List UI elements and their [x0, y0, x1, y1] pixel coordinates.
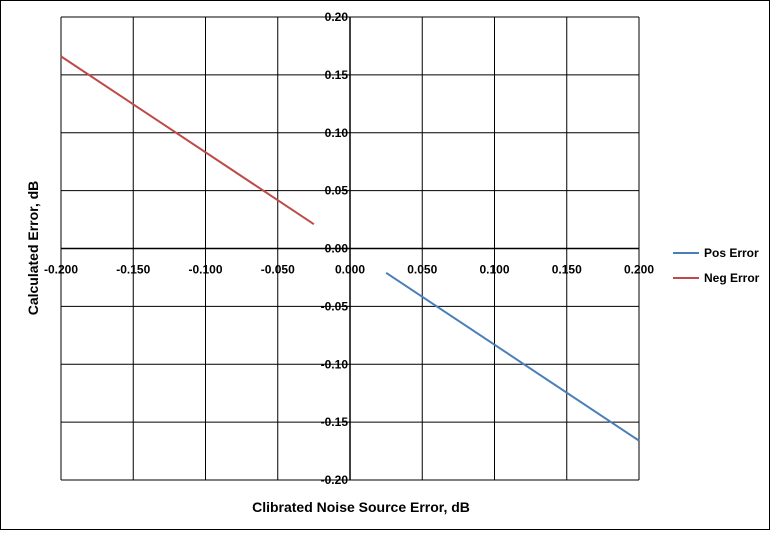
chart-axes [61, 17, 639, 480]
x-tick-label: -0.200 [44, 263, 78, 277]
y-tick-label: 0.05 [325, 184, 349, 198]
x-tick-label: -0.150 [116, 263, 150, 277]
y-tick-label: 0.10 [325, 126, 349, 140]
y-tick-label: -0.10 [321, 357, 349, 371]
x-tick-label: 0.000 [335, 263, 365, 277]
y-tick-label: -0.15 [321, 415, 349, 429]
y-tick-label: 0.00 [325, 242, 349, 256]
x-axis-label: Clibrated Noise Source Error, dB [252, 499, 470, 515]
series-line-neg-error [60, 55, 315, 226]
y-tick-label: 0.20 [325, 10, 349, 24]
legend-label-neg-error: Neg Error [704, 271, 760, 285]
chart-series [60, 55, 640, 442]
x-tick-label: 0.050 [407, 263, 437, 277]
x-tick-label: 0.100 [479, 263, 509, 277]
y-axis-label: Calculated Error, dB [25, 181, 41, 316]
y-tick-label: 0.15 [325, 68, 349, 82]
series-line-pos-error [385, 271, 640, 442]
x-tick-label: -0.050 [261, 263, 295, 277]
y-tick-label: -0.20 [321, 473, 349, 487]
y-tick-label: -0.05 [321, 299, 349, 313]
chart-tick-labels: -0.200 -0.150 -0.100 -0.050 0.000 0.050 0.100 0… [44, 10, 654, 487]
chart-legend: Pos Error Neg Error [673, 246, 760, 285]
x-tick-label: -0.100 [188, 263, 222, 277]
x-tick-label: 0.200 [624, 263, 654, 277]
legend-label-pos-error: Pos Error [704, 246, 759, 260]
x-tick-label: 0.150 [552, 263, 582, 277]
